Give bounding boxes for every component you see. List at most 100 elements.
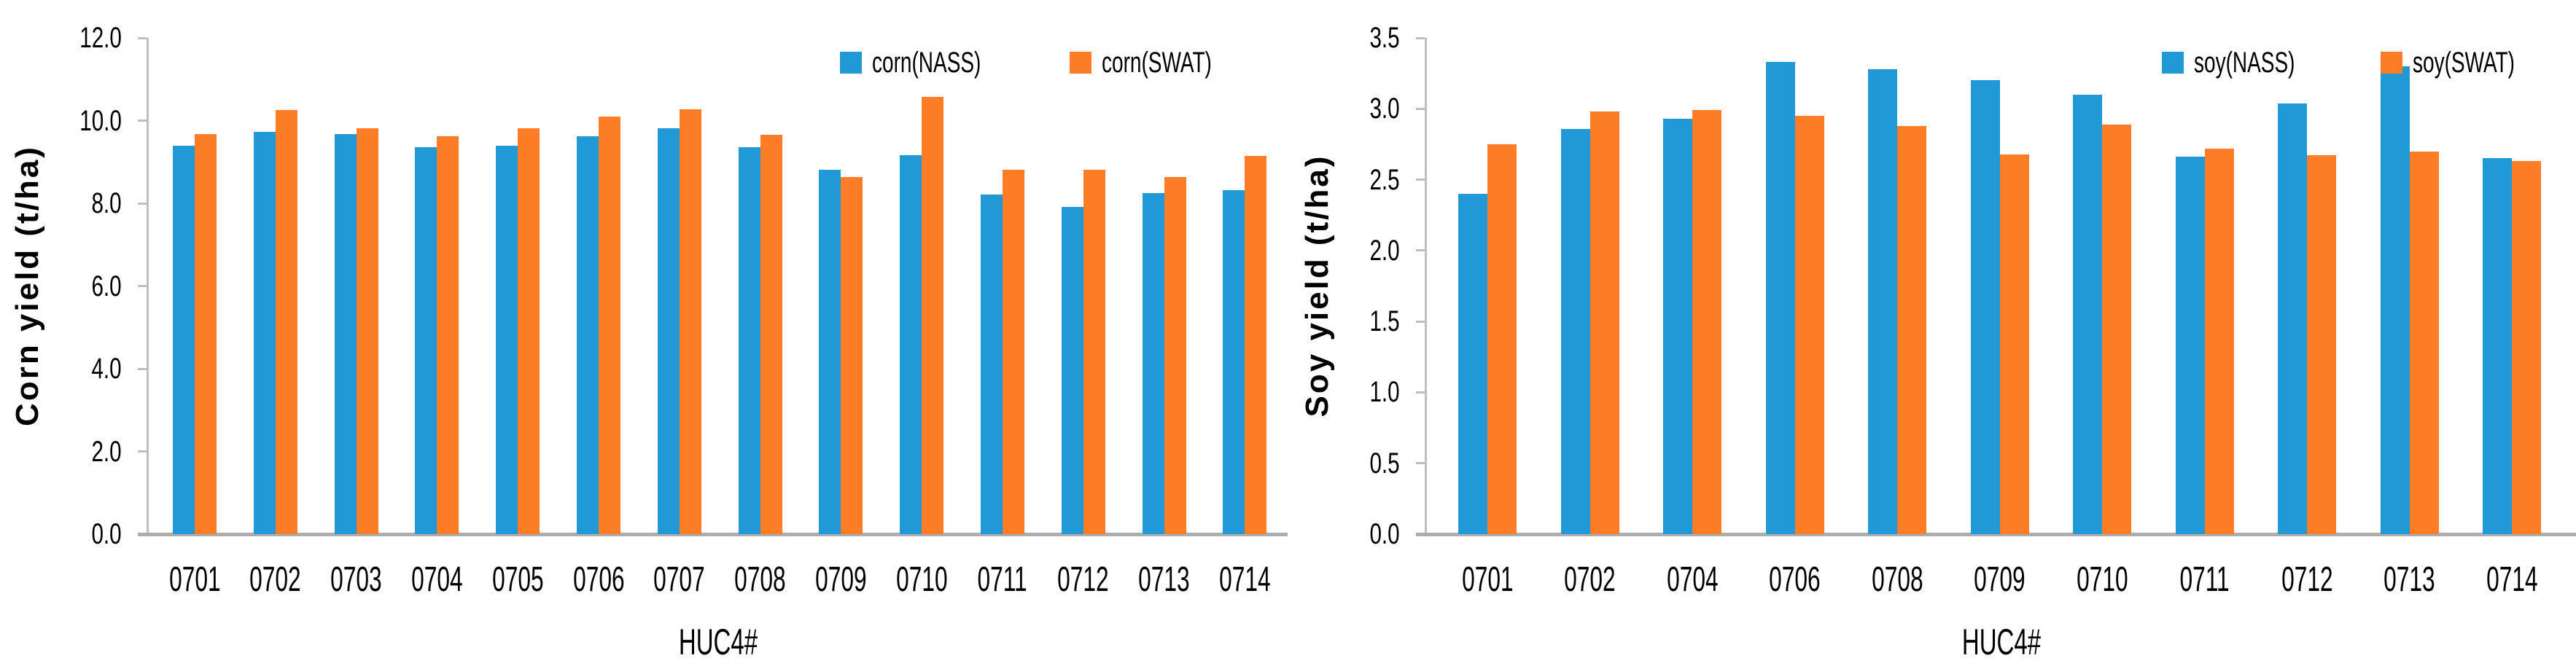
bar-corn-SWAT--0702 xyxy=(275,110,297,534)
soy-x-category-text: 0714 xyxy=(2486,560,2538,599)
corn-x-baseline xyxy=(138,533,1288,536)
chart-panel-corn: Corn yield (t/ha) 0.0 2.0 4.0 6.0 8.0 10.0 12.… xyxy=(0,22,1288,662)
bar-corn-SWAT--0705 xyxy=(518,128,540,534)
corn-x-category-text: 0712 xyxy=(1057,560,1110,599)
bar-soy-NASS--0714 xyxy=(2483,158,2512,534)
soy-y-tick-label: 2.0 xyxy=(1288,235,1400,267)
bar-corn-SWAT--0704 xyxy=(437,136,459,534)
corn-x-category-text: 0701 xyxy=(168,560,221,599)
soy-y-tick xyxy=(1416,107,1425,110)
legend-item-corn-swat: corn(SWAT) xyxy=(1070,48,1259,77)
corn-x-category-label: 0707 xyxy=(621,560,738,600)
bar-soy-NASS--0701 xyxy=(1458,194,1487,534)
corn-x-category-label: 0711 xyxy=(944,560,1061,600)
soy-x-category-label: 0714 xyxy=(2454,560,2570,600)
legend-item-corn-nass: corn(NASS) xyxy=(840,48,1027,77)
soy-y-tick-label: 2.5 xyxy=(1288,164,1400,196)
corn-x-category-label: 0713 xyxy=(1106,560,1223,600)
bar-soy-SWAT--0701 xyxy=(1487,144,1517,534)
bar-soy-NASS--0710 xyxy=(2073,94,2102,534)
soy-x-category-label: 0704 xyxy=(1634,560,1751,600)
corn-x-category-label: 0708 xyxy=(702,560,819,600)
bar-corn-NASS--0704 xyxy=(415,146,437,534)
soy-x-category-label: 0702 xyxy=(1532,560,1649,600)
corn-y-tick xyxy=(138,285,147,287)
bar-soy-SWAT--0713 xyxy=(2409,151,2439,534)
bar-corn-SWAT--0712 xyxy=(1083,170,1105,534)
soy-x-axis-title-text: HUC4# xyxy=(1961,622,2041,662)
bar-corn-SWAT--0711 xyxy=(1003,170,1024,534)
corn-x-category-text: 0702 xyxy=(249,560,302,599)
soy-nass-legend-text: soy(NASS) xyxy=(2194,47,2295,79)
bar-corn-NASS--0711 xyxy=(981,195,1003,534)
bar-corn-SWAT--0706 xyxy=(599,116,620,534)
corn-y-tick-text: 12.0 xyxy=(79,22,122,54)
corn-x-category-label: 0714 xyxy=(1186,560,1303,600)
legend-item-soy-nass: soy(NASS) xyxy=(2162,48,2338,77)
bar-soy-SWAT--0710 xyxy=(2102,124,2131,534)
corn-x-category-text: 0714 xyxy=(1219,560,1271,599)
soy-x-category-text: 0711 xyxy=(2179,560,2230,599)
soy-y-tick-label: 3.5 xyxy=(1288,22,1400,54)
soy-x-category-text: 0706 xyxy=(1769,560,1821,599)
corn-y-tick-text: 4.0 xyxy=(91,353,122,385)
soy-y-tick-text: 2.0 xyxy=(1369,234,1400,267)
bar-soy-NASS--0702 xyxy=(1560,128,1590,534)
soy-nass-swatch-icon xyxy=(2162,52,2184,74)
bar-soy-SWAT--0702 xyxy=(1589,111,1619,534)
corn-y-tick-label: 10.0 xyxy=(0,105,122,137)
soy-x-category-label: 0701 xyxy=(1429,560,1546,600)
corn-y-tick-text: 10.0 xyxy=(79,104,122,137)
bar-corn-NASS--0708 xyxy=(738,146,760,534)
soy-x-category-text: 0708 xyxy=(1871,560,1923,599)
corn-x-category-label: 0710 xyxy=(863,560,980,600)
soy-x-category-text: 0709 xyxy=(1974,560,2026,599)
soy-x-category-text: 0710 xyxy=(2076,560,2128,599)
corn-x-category-label: 0702 xyxy=(217,560,334,600)
chart-panel-soy: Soy yield (t/ha) 0.0 0.5 1.0 1.5 2.0 2.5 3.0 3.… xyxy=(1288,0,2576,666)
soy-legend: soy(NASS) soy(SWAT) xyxy=(2162,48,2559,77)
soy-x-category-text: 0712 xyxy=(2281,560,2333,599)
legend-item-soy-swat: soy(SWAT) xyxy=(2381,48,2559,77)
bar-corn-NASS--0703 xyxy=(334,133,357,534)
corn-x-category-text: 0708 xyxy=(734,560,786,599)
corn-x-category-text: 0709 xyxy=(815,560,867,599)
soy-y-tick-label: 0.0 xyxy=(1288,518,1400,550)
bar-soy-SWAT--0712 xyxy=(2307,155,2336,534)
soy-x-category-text: 0713 xyxy=(2384,560,2435,599)
soy-x-category-label: 0711 xyxy=(2147,560,2263,600)
corn-y-tick-text: 2.0 xyxy=(91,435,122,468)
corn-x-category-label: 0712 xyxy=(1025,560,1142,600)
corn-x-category-text: 0711 xyxy=(977,560,1028,599)
soy-y-tick-text: 2.5 xyxy=(1369,163,1400,196)
corn-x-category-label: 0703 xyxy=(298,560,415,600)
corn-x-category-label: 0706 xyxy=(540,560,657,600)
bar-soy-NASS--0709 xyxy=(1970,80,2000,534)
corn-swat-swatch-icon xyxy=(1070,52,1092,74)
bar-soy-SWAT--0711 xyxy=(2204,148,2234,534)
corn-y-tick-label: 4.0 xyxy=(0,353,122,385)
bar-corn-SWAT--0707 xyxy=(679,109,701,534)
soy-y-tick xyxy=(1416,249,1425,252)
corn-x-category-text: 0706 xyxy=(572,560,625,599)
corn-y-tick-text: 8.0 xyxy=(91,187,122,219)
bar-soy-NASS--0711 xyxy=(2175,157,2205,534)
bar-corn-SWAT--0713 xyxy=(1164,176,1186,534)
bar-corn-SWAT--0703 xyxy=(356,128,378,534)
bar-corn-NASS--0713 xyxy=(1142,193,1164,534)
soy-swat-legend-text: soy(SWAT) xyxy=(2413,47,2515,79)
corn-legend: corn(NASS) corn(SWAT) xyxy=(840,48,1259,77)
bar-corn-NASS--0714 xyxy=(1223,190,1245,534)
bar-corn-SWAT--0709 xyxy=(841,176,863,534)
soy-x-category-label: 0708 xyxy=(1839,560,1956,600)
bar-soy-NASS--0712 xyxy=(2278,103,2307,534)
soy-swat-legend-label: soy(SWAT) xyxy=(2413,48,2559,77)
soy-y-tick-label: 1.5 xyxy=(1288,305,1400,337)
soy-y-tick-label: 1.0 xyxy=(1288,376,1400,408)
soy-y-tick xyxy=(1416,179,1425,181)
corn-nass-legend-text: corn(NASS) xyxy=(872,47,981,79)
bar-soy-SWAT--0708 xyxy=(1897,125,1926,534)
corn-x-category-text: 0710 xyxy=(895,560,948,599)
corn-y-tick-label: 12.0 xyxy=(0,22,122,54)
